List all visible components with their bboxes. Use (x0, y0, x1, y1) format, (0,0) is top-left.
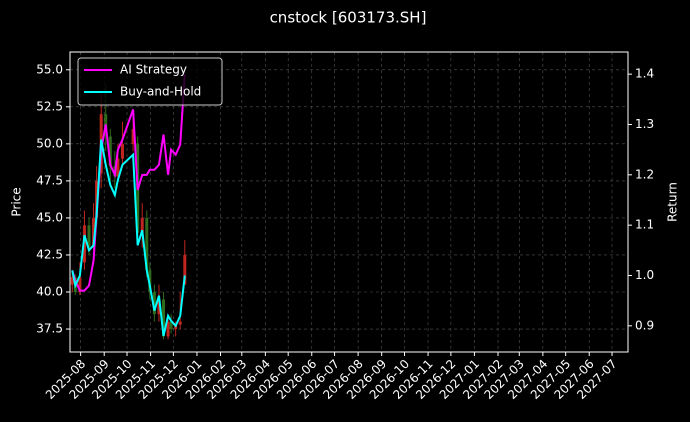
candle-body (116, 158, 120, 177)
candle-body (178, 321, 182, 325)
candle-body (92, 217, 96, 248)
y2-tick-label: 0.9 (635, 318, 654, 332)
candle-body (183, 254, 187, 285)
candle-body (78, 277, 82, 292)
y2-axis-label: Return (666, 182, 680, 222)
line-series (71, 74, 186, 292)
y-tick-label: 37.5 (36, 322, 63, 336)
y-tick-label: 40.0 (36, 285, 63, 299)
legend-box (77, 57, 223, 106)
y2-tick-label: 1.1 (635, 218, 654, 232)
candle-body (140, 217, 144, 233)
candle-body (120, 143, 124, 159)
y2-tick-label: 1.4 (635, 67, 654, 81)
y-axis-label: Price (10, 187, 24, 216)
y2-tick-label: 1.2 (635, 167, 654, 181)
y-tick-label: 47.5 (36, 173, 63, 187)
y-tick-label: 45.0 (36, 210, 63, 224)
chart-title: cnstock [603173.SH] (270, 9, 427, 27)
legend-label: AI Strategy (120, 63, 187, 77)
candle-body (166, 321, 170, 337)
y2-tick-label: 1.0 (635, 268, 654, 282)
y-tick-label: 50.0 (36, 136, 63, 150)
candle-body (145, 217, 149, 270)
y-tick-label: 55.0 (36, 62, 63, 76)
candle-body (70, 277, 74, 285)
plot-frame (69, 51, 629, 353)
y-tick-label: 52.5 (36, 99, 63, 113)
y-tick-label: 42.5 (36, 247, 63, 261)
candle-body (131, 129, 135, 144)
y2-tick-label: 1.3 (635, 117, 654, 131)
line-series (71, 139, 186, 337)
candle-body (169, 321, 173, 330)
candle-body (108, 136, 112, 167)
candle-body (157, 299, 161, 315)
legend-label: Buy-and-Hold (120, 85, 201, 99)
candle-body (152, 292, 156, 315)
candle-body (162, 299, 166, 337)
candle-body (87, 225, 91, 248)
